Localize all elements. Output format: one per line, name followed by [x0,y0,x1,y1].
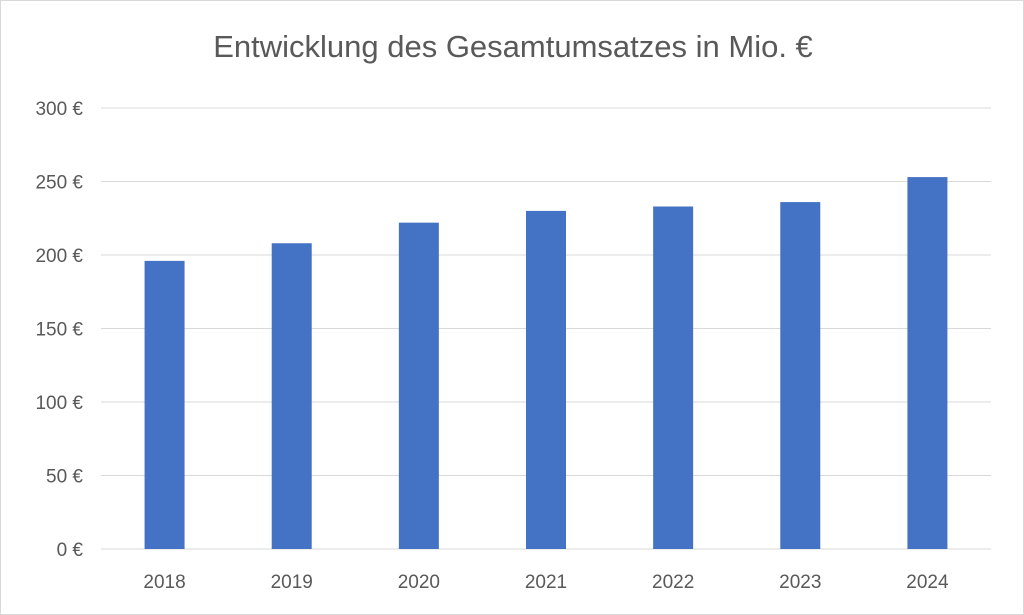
x-tick-label: 2021 [525,572,567,593]
bars [144,177,948,550]
bar-2024 [907,177,948,549]
bar-2021 [526,210,566,549]
y-tick-label: 100 € [35,393,83,414]
y-tick-label: 50 € [46,467,83,488]
y-tick-label: 0 € [57,540,84,561]
y-axis-tick-labels: 0 € 50 € 100 € 150 € 200 € 250 € 300 € [35,99,83,561]
x-tick-label: 2019 [271,572,313,593]
bar-2019 [271,243,312,550]
bar-2023 [780,202,821,549]
x-tick-label: 2024 [906,572,949,593]
chart-title: Entwicklung des Gesamtumsatzes in Mio. € [213,29,813,64]
y-tick-label: 200 € [35,246,83,267]
bar-2020 [398,222,439,549]
y-tick-label: 250 € [35,173,83,194]
y-tick-label: 150 € [35,320,83,341]
x-tick-label: 2020 [398,572,440,593]
y-tick-label: 300 € [35,99,83,120]
x-axis-tick-labels: 2018 2019 2020 2021 2022 2023 2024 [143,572,949,593]
bar-2022 [653,206,694,550]
x-tick-label: 2022 [652,572,694,593]
x-tick-label: 2018 [143,572,185,593]
x-tick-label: 2023 [779,572,821,593]
bar-2018 [144,260,185,549]
